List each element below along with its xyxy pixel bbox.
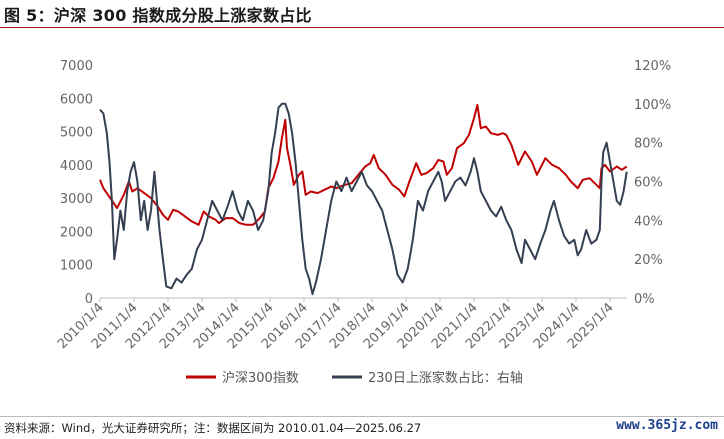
line-chart: 0 1000 2000 3000 4000 5000 6000 7000 0% 20% 40% 60%… bbox=[55, 59, 671, 386]
y-right-tick-label: 100% bbox=[634, 98, 671, 113]
series-line-advance-ratio bbox=[99, 102, 628, 296]
footer-divider bbox=[0, 416, 724, 417]
y-right-tick-label: 20% bbox=[634, 253, 663, 268]
chart-axes: 0 1000 2000 3000 4000 5000 6000 7000 0% 20% 40% 60%… bbox=[55, 59, 671, 352]
y-left-tick-label: 6000 bbox=[60, 92, 93, 107]
y-left-tick-label: 4000 bbox=[60, 159, 93, 174]
y-left-tick-label: 7000 bbox=[60, 59, 93, 74]
y-left-tick-label: 3000 bbox=[60, 192, 93, 207]
y-left-tick-label: 1000 bbox=[60, 259, 93, 274]
chart-legend: 沪深300指数 230日上涨家数占比：右轴 bbox=[186, 370, 523, 386]
y-right-tick-label: 40% bbox=[634, 214, 663, 229]
title-divider bbox=[0, 27, 724, 28]
y-left-tick-label: 5000 bbox=[60, 126, 93, 141]
watermark: www.365jz.com bbox=[616, 418, 718, 433]
y-right-tick-label: 120% bbox=[634, 59, 671, 74]
chart-plot-area bbox=[99, 102, 628, 296]
y-right-tick-label: 60% bbox=[634, 176, 663, 191]
source-note: 资料来源：Wind，光大证券研究所；注：数据区间为 2010.01.04—202… bbox=[4, 421, 422, 435]
y-left-tick-label: 0 bbox=[85, 292, 93, 307]
chart-title: 图 5：沪深 300 指数成分股上涨家数占比 bbox=[4, 6, 312, 25]
series-line-hs300-index bbox=[99, 103, 628, 226]
y-right-tick-label: 80% bbox=[634, 137, 663, 152]
legend-label: 沪深300指数 bbox=[222, 370, 299, 386]
legend-label: 230日上涨家数占比：右轴 bbox=[368, 370, 523, 386]
y-left-tick-label: 2000 bbox=[60, 225, 93, 240]
y-right-tick-label: 0% bbox=[634, 292, 655, 307]
